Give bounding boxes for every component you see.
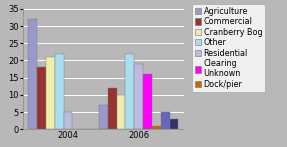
Bar [143, 74, 152, 129]
Bar [55, 54, 63, 129]
Bar [170, 119, 179, 129]
Bar [125, 54, 134, 129]
Bar [63, 112, 72, 129]
Bar [37, 67, 46, 129]
Legend: Agriculture, Commercial, Cranberry Bog, Other, Residential, Clearing
Unknown, Do: Agriculture, Commercial, Cranberry Bog, … [192, 4, 265, 92]
Bar [46, 57, 55, 129]
Bar [134, 64, 143, 129]
Bar [28, 19, 37, 129]
Bar [161, 112, 170, 129]
Bar [108, 88, 117, 129]
Bar [99, 105, 108, 129]
Bar [152, 126, 161, 129]
Bar [117, 95, 125, 129]
